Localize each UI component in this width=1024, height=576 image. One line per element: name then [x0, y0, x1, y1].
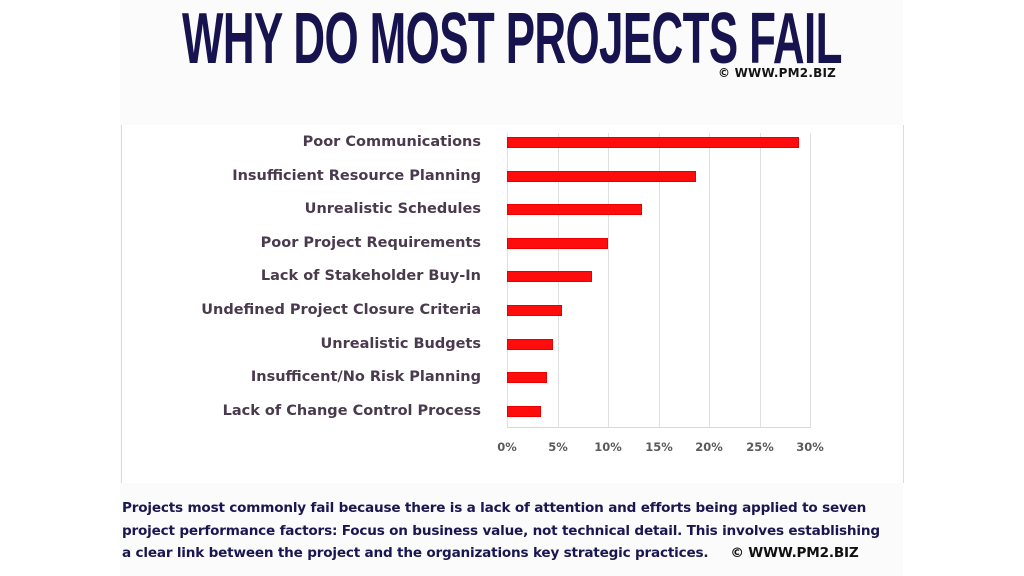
copyright-bottom: © WWW.PM2.BIZ [730, 545, 859, 561]
x-tick-label: 25% [746, 440, 774, 454]
title-text: WHY DO MOST PROJECTS FAIL [182, 0, 842, 79]
category-label: Poor Project Requirements [260, 235, 481, 251]
chart-panel [121, 125, 904, 483]
bar [507, 271, 592, 282]
bar [507, 137, 799, 148]
footer-line-3: a clear link between the project and the… [122, 542, 912, 565]
x-tick-label: 20% [695, 440, 723, 454]
bar [507, 204, 642, 215]
copyright-top: © WWW.PM2.BIZ [718, 66, 837, 80]
gridline [659, 133, 660, 428]
x-axis-line [507, 427, 810, 428]
bar [507, 171, 696, 182]
gridline [760, 133, 761, 428]
category-label: Unrealistic Schedules [304, 201, 481, 217]
x-tick-label: 30% [796, 440, 824, 454]
x-tick-label: 5% [548, 440, 568, 454]
category-label: Undefined Project Closure Criteria [201, 302, 481, 318]
gridline [608, 133, 609, 428]
bar [507, 372, 547, 383]
footer-line-3-text: a clear link between the project and the… [122, 545, 709, 561]
x-tick-label: 15% [645, 440, 673, 454]
x-tick-label: 0% [497, 440, 517, 454]
gridline [810, 133, 811, 428]
x-tick-label: 10% [594, 440, 622, 454]
category-label: Lack of Change Control Process [222, 403, 481, 419]
bar [507, 339, 553, 350]
footer-line-1: Projects most commonly fail because ther… [122, 500, 867, 516]
footer-line-2: project performance factors: Focus on bu… [122, 522, 880, 539]
category-label: Insufficent/No Risk Planning [250, 369, 481, 385]
bar [507, 406, 541, 417]
footer-description: Projects most commonly fail because ther… [122, 497, 912, 565]
gridline [709, 133, 710, 428]
category-label: Unrealistic Budgets [320, 336, 481, 352]
category-label: Poor Communications [302, 134, 481, 150]
bar [507, 238, 608, 249]
bar [507, 305, 562, 316]
category-label: Lack of Stakeholder Buy-In [260, 268, 481, 284]
category-label: Insufficient Resource Planning [232, 168, 481, 184]
page-title: WHY DO MOST PROJECTS FAIL [182, 0, 842, 79]
